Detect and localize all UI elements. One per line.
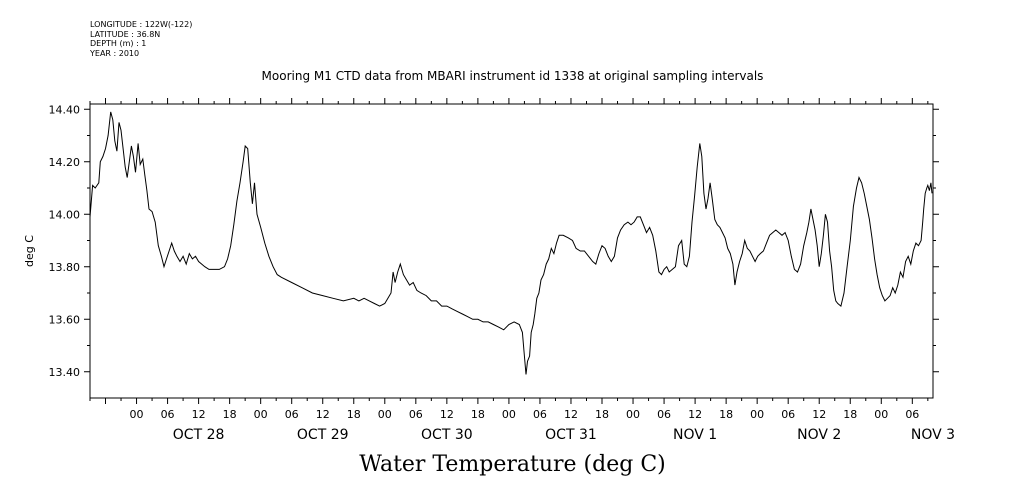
x-axis-ticks: 00 06 12 18 00 06 12 18 00 06 12 18 00 06 12 18 00 06 12 18… xyxy=(89,98,955,443)
x-hour-label: 00 xyxy=(378,408,392,421)
x-hour-label: 00 xyxy=(254,408,268,421)
latitude-text: LATITUDE : 36.8N xyxy=(90,29,161,39)
metadata-block: LONGITUDE : 122W(-122) LATITUDE : 36.8N … xyxy=(90,20,192,58)
x-day-label: OCT 30 xyxy=(421,427,473,443)
x-hour-label: 00 xyxy=(502,408,516,421)
x-hour-label: 12 xyxy=(564,408,578,421)
x-hour-label: 06 xyxy=(781,408,795,421)
plot-frame xyxy=(89,103,934,399)
x-day-label: NOV 2 xyxy=(797,427,841,443)
x-day-label: OCT 28 xyxy=(173,427,225,443)
x-hour-label: 12 xyxy=(440,408,454,421)
longitude-text: LONGITUDE : 122W(-122) xyxy=(90,20,193,29)
x-hour-label: 06 xyxy=(657,408,671,421)
x-hour-label: 18 xyxy=(471,408,485,421)
x-hour-label: 12 xyxy=(688,408,702,421)
x-axis-title-text: Water Temperature (deg C) xyxy=(359,452,666,477)
x-day-label: OCT 29 xyxy=(297,427,349,443)
x-hour-label: 12 xyxy=(192,408,206,421)
x-hour-label: 06 xyxy=(409,408,423,421)
y-tick-label: 14.00 xyxy=(49,208,81,221)
x-hour-label: 18 xyxy=(719,408,733,421)
x-hour-label: 00 xyxy=(626,408,640,421)
y-tick-label: 13.80 xyxy=(49,261,81,274)
x-hour-label: 18 xyxy=(223,408,237,421)
x-hour-label: 06 xyxy=(285,408,299,421)
y-tick-label: 14.20 xyxy=(49,156,81,169)
y-tick-label: 13.60 xyxy=(49,313,81,326)
temperature-series-line xyxy=(89,111,933,375)
x-hour-label: 12 xyxy=(812,408,826,421)
y-axis-ticks: 13.40 13.60 13.80 14.00 14.20 14.40 xyxy=(49,103,939,379)
year-text: YEAR : 2010 xyxy=(90,48,140,58)
x-day-label: NOV 3 xyxy=(911,427,955,443)
x-day-label: OCT 31 xyxy=(545,427,597,443)
x-hour-label: 00 xyxy=(874,408,888,421)
chart-title-text: Mooring M1 CTD data from MBARI instrumen… xyxy=(261,69,764,83)
depth-text: DEPTH (m) : 1 xyxy=(90,39,147,48)
x-hour-label: 06 xyxy=(533,408,547,421)
chart-title: Mooring M1 CTD data from MBARI instrumen… xyxy=(0,69,1009,83)
x-hour-label: 12 xyxy=(316,408,330,421)
y-axis-label: deg C xyxy=(23,235,36,267)
x-axis-title: Water Temperature (deg C) xyxy=(0,452,1009,477)
y-tick-label: 14.40 xyxy=(49,103,81,116)
x-hour-label: 18 xyxy=(347,408,361,421)
x-hour-label: 00 xyxy=(750,408,764,421)
y-tick-label: 13.40 xyxy=(49,366,81,379)
x-hour-label: 18 xyxy=(843,408,857,421)
x-day-label: NOV 1 xyxy=(673,427,717,443)
x-hour-label: 06 xyxy=(905,408,919,421)
x-hour-label: 18 xyxy=(595,408,609,421)
x-hour-label: 00 xyxy=(130,408,144,421)
x-hour-label: 06 xyxy=(161,408,175,421)
